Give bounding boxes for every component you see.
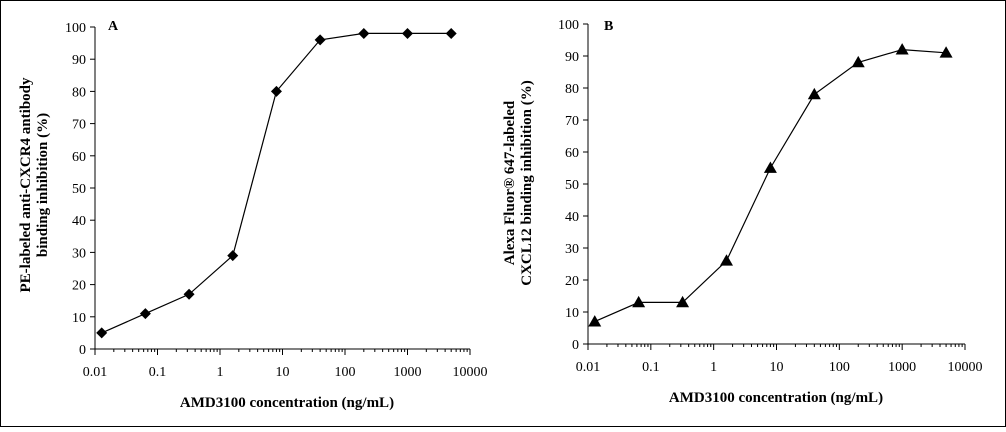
- data-point-diamond-a: [96, 327, 108, 339]
- data-point-diamond-a: [227, 250, 239, 262]
- x-axis-title-b: AMD3100 concentration (ng/mL): [669, 390, 883, 406]
- x-tick-label-a: 1: [217, 365, 224, 380]
- data-point-diamond-a: [183, 288, 195, 300]
- x-tick-label-a: 10: [276, 365, 290, 380]
- y-tick-label-a: 80: [72, 85, 86, 100]
- y-tick-label-a: 70: [72, 118, 86, 133]
- y-tick-label-a: 90: [72, 53, 86, 68]
- y-tick-label-a: 40: [72, 214, 86, 229]
- data-point-triangle-b: [763, 161, 777, 173]
- data-point-triangle-b: [632, 295, 646, 308]
- y-tick-label-b: 100: [558, 18, 579, 33]
- y-tick-label-b: 20: [565, 274, 579, 289]
- y-tick-label-b: 30: [565, 242, 579, 257]
- x-tick-label-a: 0.1: [149, 365, 167, 380]
- data-point-triangle-b: [807, 87, 821, 100]
- y-tick-label-a: 100: [65, 21, 86, 36]
- y-tick-label-b: 10: [565, 306, 579, 321]
- x-axis-title-a: AMD3100 concentration (ng/mL): [180, 395, 394, 411]
- chart-panel-b: B AMD3100 concentration (ng/mL) Alexa Fl…: [502, 18, 983, 406]
- x-tick-label-b: 1: [710, 360, 717, 375]
- data-point-diamond-a: [139, 308, 151, 320]
- x-tick-label-b: 100: [829, 360, 850, 375]
- y-axis-title-a-line2: binding inhibition (%): [35, 113, 51, 257]
- data-point-diamond-a: [358, 27, 370, 39]
- chart-panel-a: A AMD3100 concentration (ng/mL) PE-label…: [18, 19, 488, 411]
- y-axis-title-b-line1: Alexa Fluor® 647-labeled: [502, 100, 518, 265]
- x-tick-label-b: 0.01: [576, 360, 601, 375]
- data-point-diamond-a: [445, 27, 457, 39]
- y-tick-label-b: 80: [565, 82, 579, 97]
- x-tick-label-a: 10000: [453, 365, 488, 380]
- y-axis-title-a-line1: PE-labeled anti-CXCR4 antibody: [18, 77, 34, 293]
- y-tick-label-b: 70: [565, 114, 579, 129]
- data-point-triangle-b: [939, 46, 953, 58]
- data-point-triangle-b: [676, 295, 690, 308]
- data-point-diamond-a: [270, 85, 282, 97]
- y-tick-label-a: 50: [72, 182, 86, 197]
- y-axis-title-b: Alexa Fluor® 647-labeled CXCL12 binding …: [502, 80, 535, 285]
- panel-label-b: B: [604, 19, 613, 34]
- data-point-diamond-a: [314, 34, 326, 46]
- y-tick-label-a: 10: [72, 311, 86, 326]
- y-tick-label-a: 60: [72, 150, 86, 165]
- y-axis-title-a: PE-labeled anti-CXCR4 antibody binding i…: [18, 77, 51, 293]
- data-point-triangle-b: [851, 55, 865, 68]
- x-tick-label-a: 1000: [394, 365, 422, 380]
- x-tick-label-b: 1000: [888, 360, 916, 375]
- x-tick-label-a: 0.01: [83, 365, 108, 380]
- data-point-diamond-a: [402, 27, 413, 39]
- y-tick-label-b: 50: [565, 178, 579, 193]
- x-tick-label-b: 0.1: [642, 360, 660, 375]
- y-tick-label-b: 40: [565, 210, 579, 225]
- y-tick-label-b: 60: [565, 146, 579, 161]
- y-tick-label-a: 30: [72, 246, 86, 261]
- x-tick-label-a: 100: [335, 365, 356, 380]
- y-axis-title-b-line2: CXCL12 binding inhibition (%): [519, 80, 535, 285]
- y-tick-label-b: 0: [572, 338, 579, 353]
- y-tick-label-a: 0: [79, 343, 86, 358]
- panel-label-a: A: [108, 19, 119, 34]
- x-tick-label-b: 10000: [948, 360, 983, 375]
- data-point-triangle-b: [895, 43, 909, 55]
- y-tick-label-b: 90: [565, 50, 579, 65]
- x-tick-label-b: 10: [770, 360, 784, 375]
- y-tick-label-a: 20: [72, 279, 86, 294]
- data-point-triangle-b: [588, 315, 602, 327]
- data-point-triangle-b: [719, 254, 733, 266]
